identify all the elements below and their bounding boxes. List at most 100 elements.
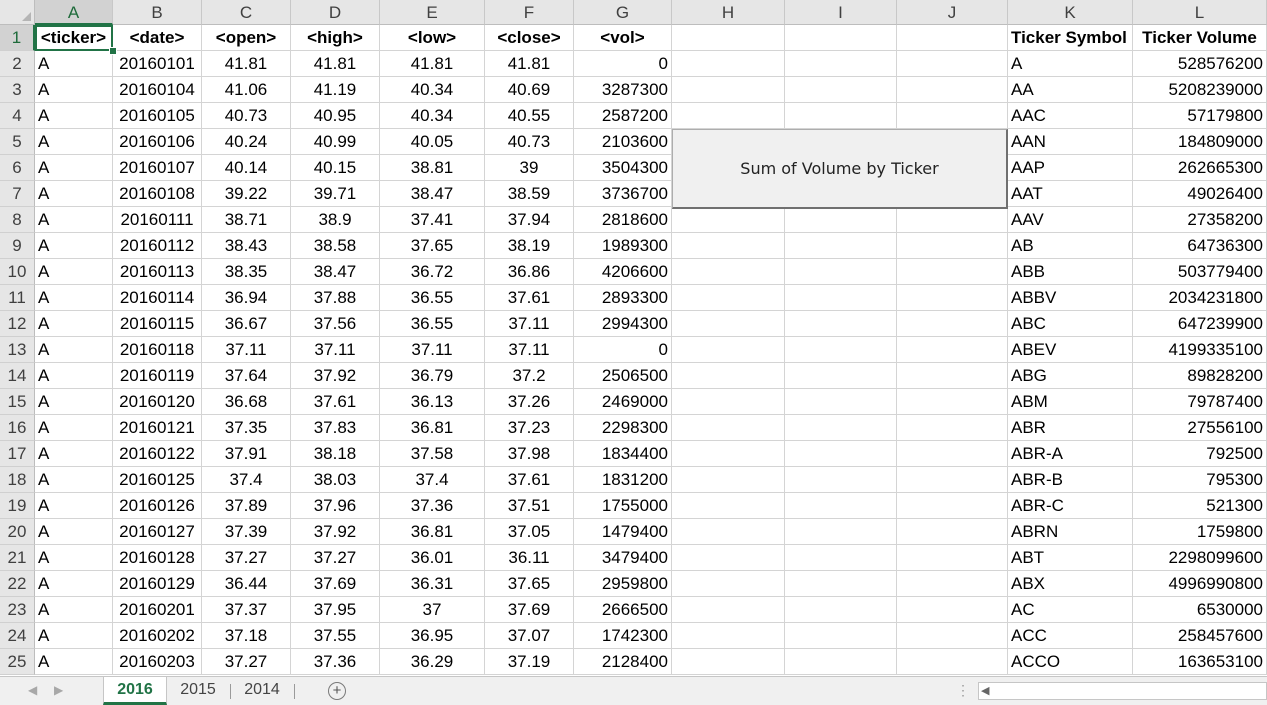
row-header-4[interactable]: 4 [0,103,35,129]
cell-f16[interactable]: 37.23 [485,415,574,441]
cell-k4[interactable]: AAC [1008,103,1133,129]
row-header-19[interactable]: 19 [0,493,35,519]
cell-l5[interactable]: 184809000 [1133,129,1267,155]
cell-f5[interactable]: 40.73 [485,129,574,155]
cell-c21[interactable]: 37.27 [202,545,291,571]
cell-h13[interactable] [672,337,785,363]
cell-h10[interactable] [672,259,785,285]
cell-e24[interactable]: 36.95 [380,623,485,649]
cell-d14[interactable]: 37.92 [291,363,380,389]
add-sheet-icon[interactable]: + [328,682,346,700]
cell-k5[interactable]: AAN [1008,129,1133,155]
cell-k7[interactable]: AAT [1008,181,1133,207]
row-header-10[interactable]: 10 [0,259,35,285]
cell-l24[interactable]: 258457600 [1133,623,1267,649]
cell-l25[interactable]: 163653100 [1133,649,1267,675]
cell-c2[interactable]: 41.81 [202,51,291,77]
cell-k6[interactable]: AAP [1008,155,1133,181]
cell-i10[interactable] [785,259,897,285]
cell-e6[interactable]: 38.81 [380,155,485,181]
cell-l14[interactable]: 89828200 [1133,363,1267,389]
cell-e13[interactable]: 37.11 [380,337,485,363]
cell-j18[interactable] [897,467,1008,493]
cell-i13[interactable] [785,337,897,363]
cell-d20[interactable]: 37.92 [291,519,380,545]
cell-f2[interactable]: 41.81 [485,51,574,77]
row-header-25[interactable]: 25 [0,649,35,675]
cell-g13[interactable]: 0 [574,337,672,363]
cell-b5[interactable]: 20160106 [113,129,202,155]
cell-j17[interactable] [897,441,1008,467]
cell-d1[interactable]: <high> [291,25,380,51]
column-header-l[interactable]: L [1133,0,1267,25]
cell-l7[interactable]: 49026400 [1133,181,1267,207]
cell-e19[interactable]: 37.36 [380,493,485,519]
cell-e8[interactable]: 37.41 [380,207,485,233]
cell-f24[interactable]: 37.07 [485,623,574,649]
cell-l11[interactable]: 2034231800 [1133,285,1267,311]
cell-b16[interactable]: 20160121 [113,415,202,441]
cell-h25[interactable] [672,649,785,675]
cell-h22[interactable] [672,571,785,597]
cell-c18[interactable]: 37.4 [202,467,291,493]
cell-l2[interactable]: 528576200 [1133,51,1267,77]
cell-j9[interactable] [897,233,1008,259]
cell-j2[interactable] [897,51,1008,77]
cell-i23[interactable] [785,597,897,623]
cell-d10[interactable]: 38.47 [291,259,380,285]
cell-k23[interactable]: AC [1008,597,1133,623]
cell-e22[interactable]: 36.31 [380,571,485,597]
cell-f1[interactable]: <close> [485,25,574,51]
cell-a20[interactable]: A [35,519,113,545]
cell-h14[interactable] [672,363,785,389]
cell-f4[interactable]: 40.55 [485,103,574,129]
cell-f7[interactable]: 38.59 [485,181,574,207]
cell-c11[interactable]: 36.94 [202,285,291,311]
cell-c16[interactable]: 37.35 [202,415,291,441]
cell-l8[interactable]: 27358200 [1133,207,1267,233]
scroll-left-icon[interactable]: ◀ [981,685,990,697]
cell-j4[interactable] [897,103,1008,129]
row-header-2[interactable]: 2 [0,51,35,77]
cell-h15[interactable] [672,389,785,415]
cell-h17[interactable] [672,441,785,467]
cell-d4[interactable]: 40.95 [291,103,380,129]
cell-e5[interactable]: 40.05 [380,129,485,155]
cell-b1[interactable]: <date> [113,25,202,51]
column-header-f[interactable]: F [485,0,574,25]
cell-f21[interactable]: 36.11 [485,545,574,571]
row-header-3[interactable]: 3 [0,77,35,103]
cell-l6[interactable]: 262665300 [1133,155,1267,181]
cell-h9[interactable] [672,233,785,259]
cell-c6[interactable]: 40.14 [202,155,291,181]
cell-g11[interactable]: 2893300 [574,285,672,311]
cell-j19[interactable] [897,493,1008,519]
cell-l16[interactable]: 27556100 [1133,415,1267,441]
row-header-17[interactable]: 17 [0,441,35,467]
cell-d3[interactable]: 41.19 [291,77,380,103]
cell-a18[interactable]: A [35,467,113,493]
cell-d25[interactable]: 37.36 [291,649,380,675]
row-header-8[interactable]: 8 [0,207,35,233]
cell-k16[interactable]: ABR [1008,415,1133,441]
cell-j1[interactable] [897,25,1008,51]
cell-h23[interactable] [672,597,785,623]
cell-a19[interactable]: A [35,493,113,519]
cell-a21[interactable]: A [35,545,113,571]
tab-2015[interactable]: 2015 [180,681,216,698]
cell-j15[interactable] [897,389,1008,415]
cell-c24[interactable]: 37.18 [202,623,291,649]
row-header-11[interactable]: 11 [0,285,35,311]
tab-2014[interactable]: 2014 [244,681,280,698]
cell-l4[interactable]: 57179800 [1133,103,1267,129]
cell-i11[interactable] [785,285,897,311]
cell-j10[interactable] [897,259,1008,285]
cell-e25[interactable]: 36.29 [380,649,485,675]
cell-b23[interactable]: 20160201 [113,597,202,623]
cell-i16[interactable] [785,415,897,441]
cell-k17[interactable]: ABR-A [1008,441,1133,467]
cell-d12[interactable]: 37.56 [291,311,380,337]
cell-a2[interactable]: A [35,51,113,77]
row-header-6[interactable]: 6 [0,155,35,181]
cell-h18[interactable] [672,467,785,493]
